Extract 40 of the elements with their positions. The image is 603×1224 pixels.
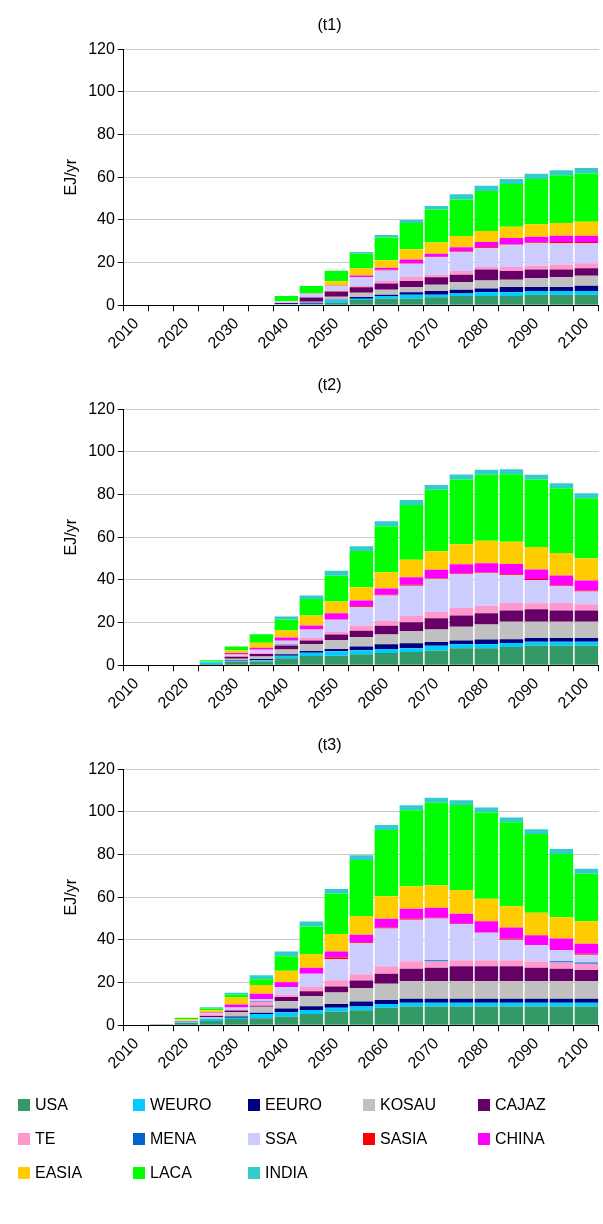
y-tick-label: 0 (105, 295, 115, 313)
y-tick-label: 60 (97, 527, 115, 545)
y-tick-label: 120 (88, 39, 115, 57)
legend-label: CHINA (495, 1130, 545, 1148)
legend-label: CAJAZ (495, 1096, 546, 1114)
y-axis-title: EJ/yr (62, 878, 80, 916)
y-tick-label: 120 (88, 759, 115, 777)
y-tick-label: 20 (97, 252, 115, 270)
y-tick-label: 80 (97, 844, 115, 862)
y-axis-title: EJ/yr (62, 518, 80, 556)
y-tick-label: 80 (97, 484, 115, 502)
y-tick-label: 100 (88, 82, 115, 100)
legend-label: KOSAU (380, 1096, 437, 1114)
legend-label: EASIA (35, 1164, 83, 1182)
y-tick-label: 40 (97, 210, 115, 228)
legend-label: LACA (150, 1164, 192, 1182)
chart-title: (t1) (317, 16, 342, 34)
legend-label: TE (35, 1130, 56, 1148)
legend-label: SASIA (380, 1130, 428, 1148)
y-tick-label: 0 (105, 655, 115, 673)
y-tick-label: 80 (97, 124, 115, 142)
legend-label: INDIA (265, 1164, 308, 1182)
y-tick-label: 120 (88, 399, 115, 417)
legend-label: EEURO (265, 1096, 322, 1114)
legend-label: MENA (150, 1130, 197, 1148)
y-axis-title: EJ/yr (62, 158, 80, 196)
y-tick-label: 40 (97, 930, 115, 948)
y-tick-label: 100 (88, 442, 115, 460)
legend-label: SSA (265, 1130, 298, 1148)
y-tick-label: 40 (97, 570, 115, 588)
y-tick-label: 60 (97, 887, 115, 905)
y-tick-label: 100 (88, 802, 115, 820)
chart-title: (t2) (317, 376, 342, 394)
legend-label: USA (35, 1096, 68, 1114)
y-tick-label: 0 (105, 1015, 115, 1033)
y-tick-label: 20 (97, 972, 115, 990)
legend-label: WEURO (150, 1096, 212, 1114)
y-tick-label: 60 (97, 167, 115, 185)
chart-title: (t3) (317, 736, 342, 754)
y-tick-label: 20 (97, 612, 115, 630)
